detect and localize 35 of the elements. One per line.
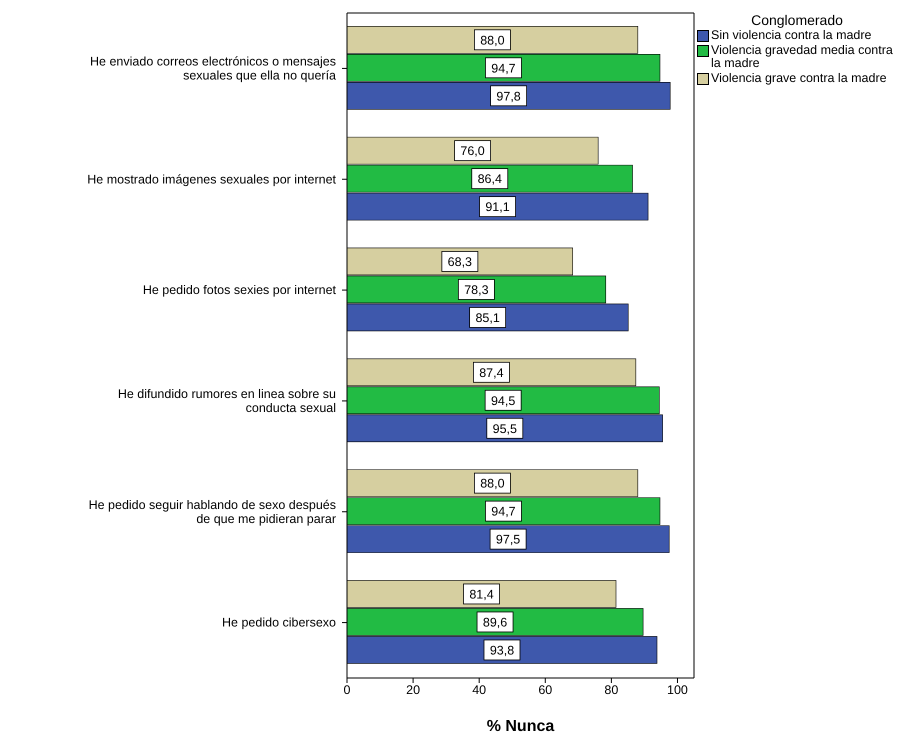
y-tick-label: He pedido seguir hablando de sexo después de que me pidieran parar [88,498,336,526]
data-label: 78,3 [464,282,489,297]
data-label: 93,8 [490,643,514,658]
x-tick-label: 20 [406,682,420,697]
y-tick-label: He mostrado imágenes sexuales por internet [87,172,337,186]
x-tick-label: 0 [344,682,351,697]
data-label: 95,5 [492,422,518,436]
data-label: 68,3 [448,254,472,269]
data-label: 81,4 [469,587,494,602]
data-label: 87,4 [479,366,504,380]
data-label: 86,4 [478,172,502,186]
x-axis-title: % Nunca [486,718,554,735]
data-label: 85,1 [475,310,500,325]
x-tick-label: 40 [472,682,486,697]
y-tick-label: He pedido fotos sexies por internet [142,283,337,298]
data-label: 94,7 [491,504,516,519]
y-tick-label: He pedido cibersexo [222,616,336,630]
legend-label: Sin violencia contra la madre [711,28,872,42]
data-label: 88,0 [480,476,505,491]
x-tick-label: 100 [667,682,688,697]
data-label: 88,0 [480,33,505,48]
data-label: 94,7 [491,61,516,76]
data-label: 89,6 [482,615,508,630]
x-tick-label: 80 [604,682,618,697]
data-label: 94,5 [490,394,516,408]
data-label: 76,0 [460,144,485,158]
legend-label: Violencia gravedad media contra la madre [711,43,894,70]
data-label: 97,5 [496,532,520,547]
data-label: 97,8 [496,89,521,104]
y-tick-label: He enviado correos electrónicos o mensajes sexuales que ella no quería [90,54,336,82]
x-tick-label: 60 [538,682,552,697]
y-tick-label: He difundido rumores en linea sobre su conducta sexual [118,386,336,415]
legend-title: Conglomerado [750,12,844,28]
data-label: 91,1 [485,200,510,214]
legend-label: Violencia grave contra la madre [711,71,887,85]
